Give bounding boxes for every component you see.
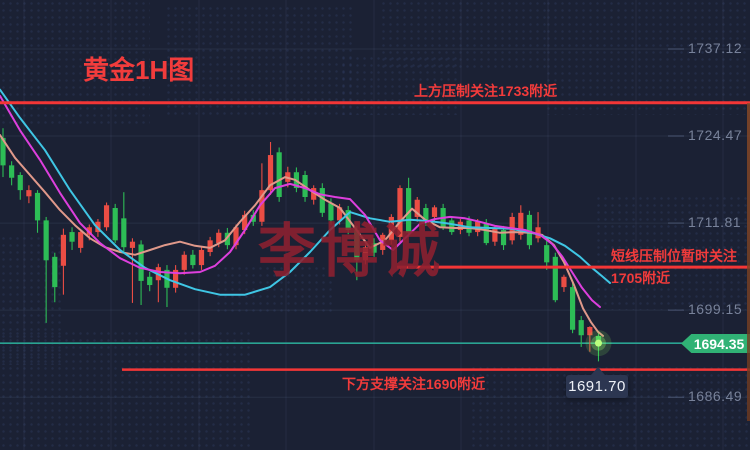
chart-title: 黄金1H图 — [83, 55, 195, 85]
candle-body — [190, 254, 196, 266]
axis-price-label: 1686.49 — [688, 388, 743, 405]
candle-body — [526, 214, 533, 246]
candle-body — [173, 269, 179, 288]
annotation-upper-resistance: 上方压制关注1733附近 — [414, 83, 558, 99]
current-price-marker — [594, 339, 602, 347]
watermark: 李博诚 — [258, 219, 445, 284]
candle-body — [276, 152, 282, 198]
candle-body — [552, 256, 558, 301]
candle-body — [587, 326, 593, 336]
ma-cyan — [0, 88, 611, 296]
axis-price-label: 1711.81 — [688, 214, 742, 231]
candle-body — [242, 214, 248, 231]
candle-body — [207, 240, 213, 253]
axis-price-label: 1724.47 — [688, 127, 743, 143]
current-price-tag: 1694.35 — [681, 334, 750, 353]
candle-body — [60, 234, 67, 266]
candle-body — [181, 254, 187, 270]
candle-body — [121, 218, 127, 248]
candle-body — [34, 192, 41, 221]
candle-body — [224, 232, 230, 246]
candle-body — [371, 243, 377, 253]
candle-body — [449, 220, 455, 233]
candle-body — [388, 216, 394, 241]
candle-body — [112, 208, 118, 241]
candle-body — [354, 230, 360, 261]
tooltip-caret-icon — [591, 367, 605, 375]
annotation-lower-support: 下方支撑关注1690附近 — [342, 376, 486, 392]
candle-body — [319, 188, 325, 213]
axis-price-label: 1699.15 — [688, 301, 743, 318]
axis-price-label: 1737.12 — [688, 40, 743, 56]
candle-body — [544, 245, 550, 263]
candle-body — [233, 227, 239, 246]
current-price-value: 1694.35 — [693, 335, 745, 352]
candle-body — [397, 188, 403, 237]
candle-body — [414, 199, 420, 217]
candle-body — [103, 205, 110, 228]
candle-body — [423, 208, 429, 222]
candle-body — [78, 232, 84, 248]
candle-body — [129, 241, 136, 248]
candle-body — [595, 335, 602, 344]
candle-body — [198, 249, 205, 266]
right-edge-accent — [747, 103, 750, 421]
candle-body — [569, 287, 576, 330]
candle-body — [69, 232, 75, 242]
candle-body — [259, 190, 265, 222]
annotation-mid-line2: 1705附近 — [611, 270, 671, 286]
candle-body — [17, 174, 23, 191]
annotation-mid-line1: 短线压制位暂时关注 — [611, 248, 737, 264]
candle-body — [328, 203, 334, 221]
candle-body — [311, 188, 317, 200]
candle-body — [362, 247, 369, 261]
candle-body — [147, 276, 153, 286]
candle-body — [216, 232, 222, 244]
candle-body — [561, 276, 567, 288]
candle-body — [336, 207, 343, 221]
candle-body — [492, 227, 498, 242]
low-price-value: 1691.70 — [568, 378, 626, 395]
candle-body — [0, 137, 6, 166]
candle-body — [250, 214, 256, 222]
candle-body — [267, 155, 274, 191]
low-price-tooltip: 1691.70 — [566, 367, 628, 398]
candle-body — [138, 244, 144, 281]
candle-body — [52, 256, 58, 288]
candle-body — [431, 207, 438, 217]
candle-body — [483, 223, 489, 244]
ma-magenta — [0, 94, 601, 308]
candle-body — [9, 165, 15, 178]
annotation-mid-resistance: 短线压制位暂时关注 1705附近 — [611, 245, 737, 289]
candle-body — [500, 230, 507, 246]
candle-body — [406, 188, 412, 233]
candle-body — [26, 190, 32, 197]
candle-body — [535, 227, 541, 239]
candle-body — [518, 212, 524, 235]
candle-body — [43, 220, 49, 261]
candle-body — [578, 320, 584, 336]
